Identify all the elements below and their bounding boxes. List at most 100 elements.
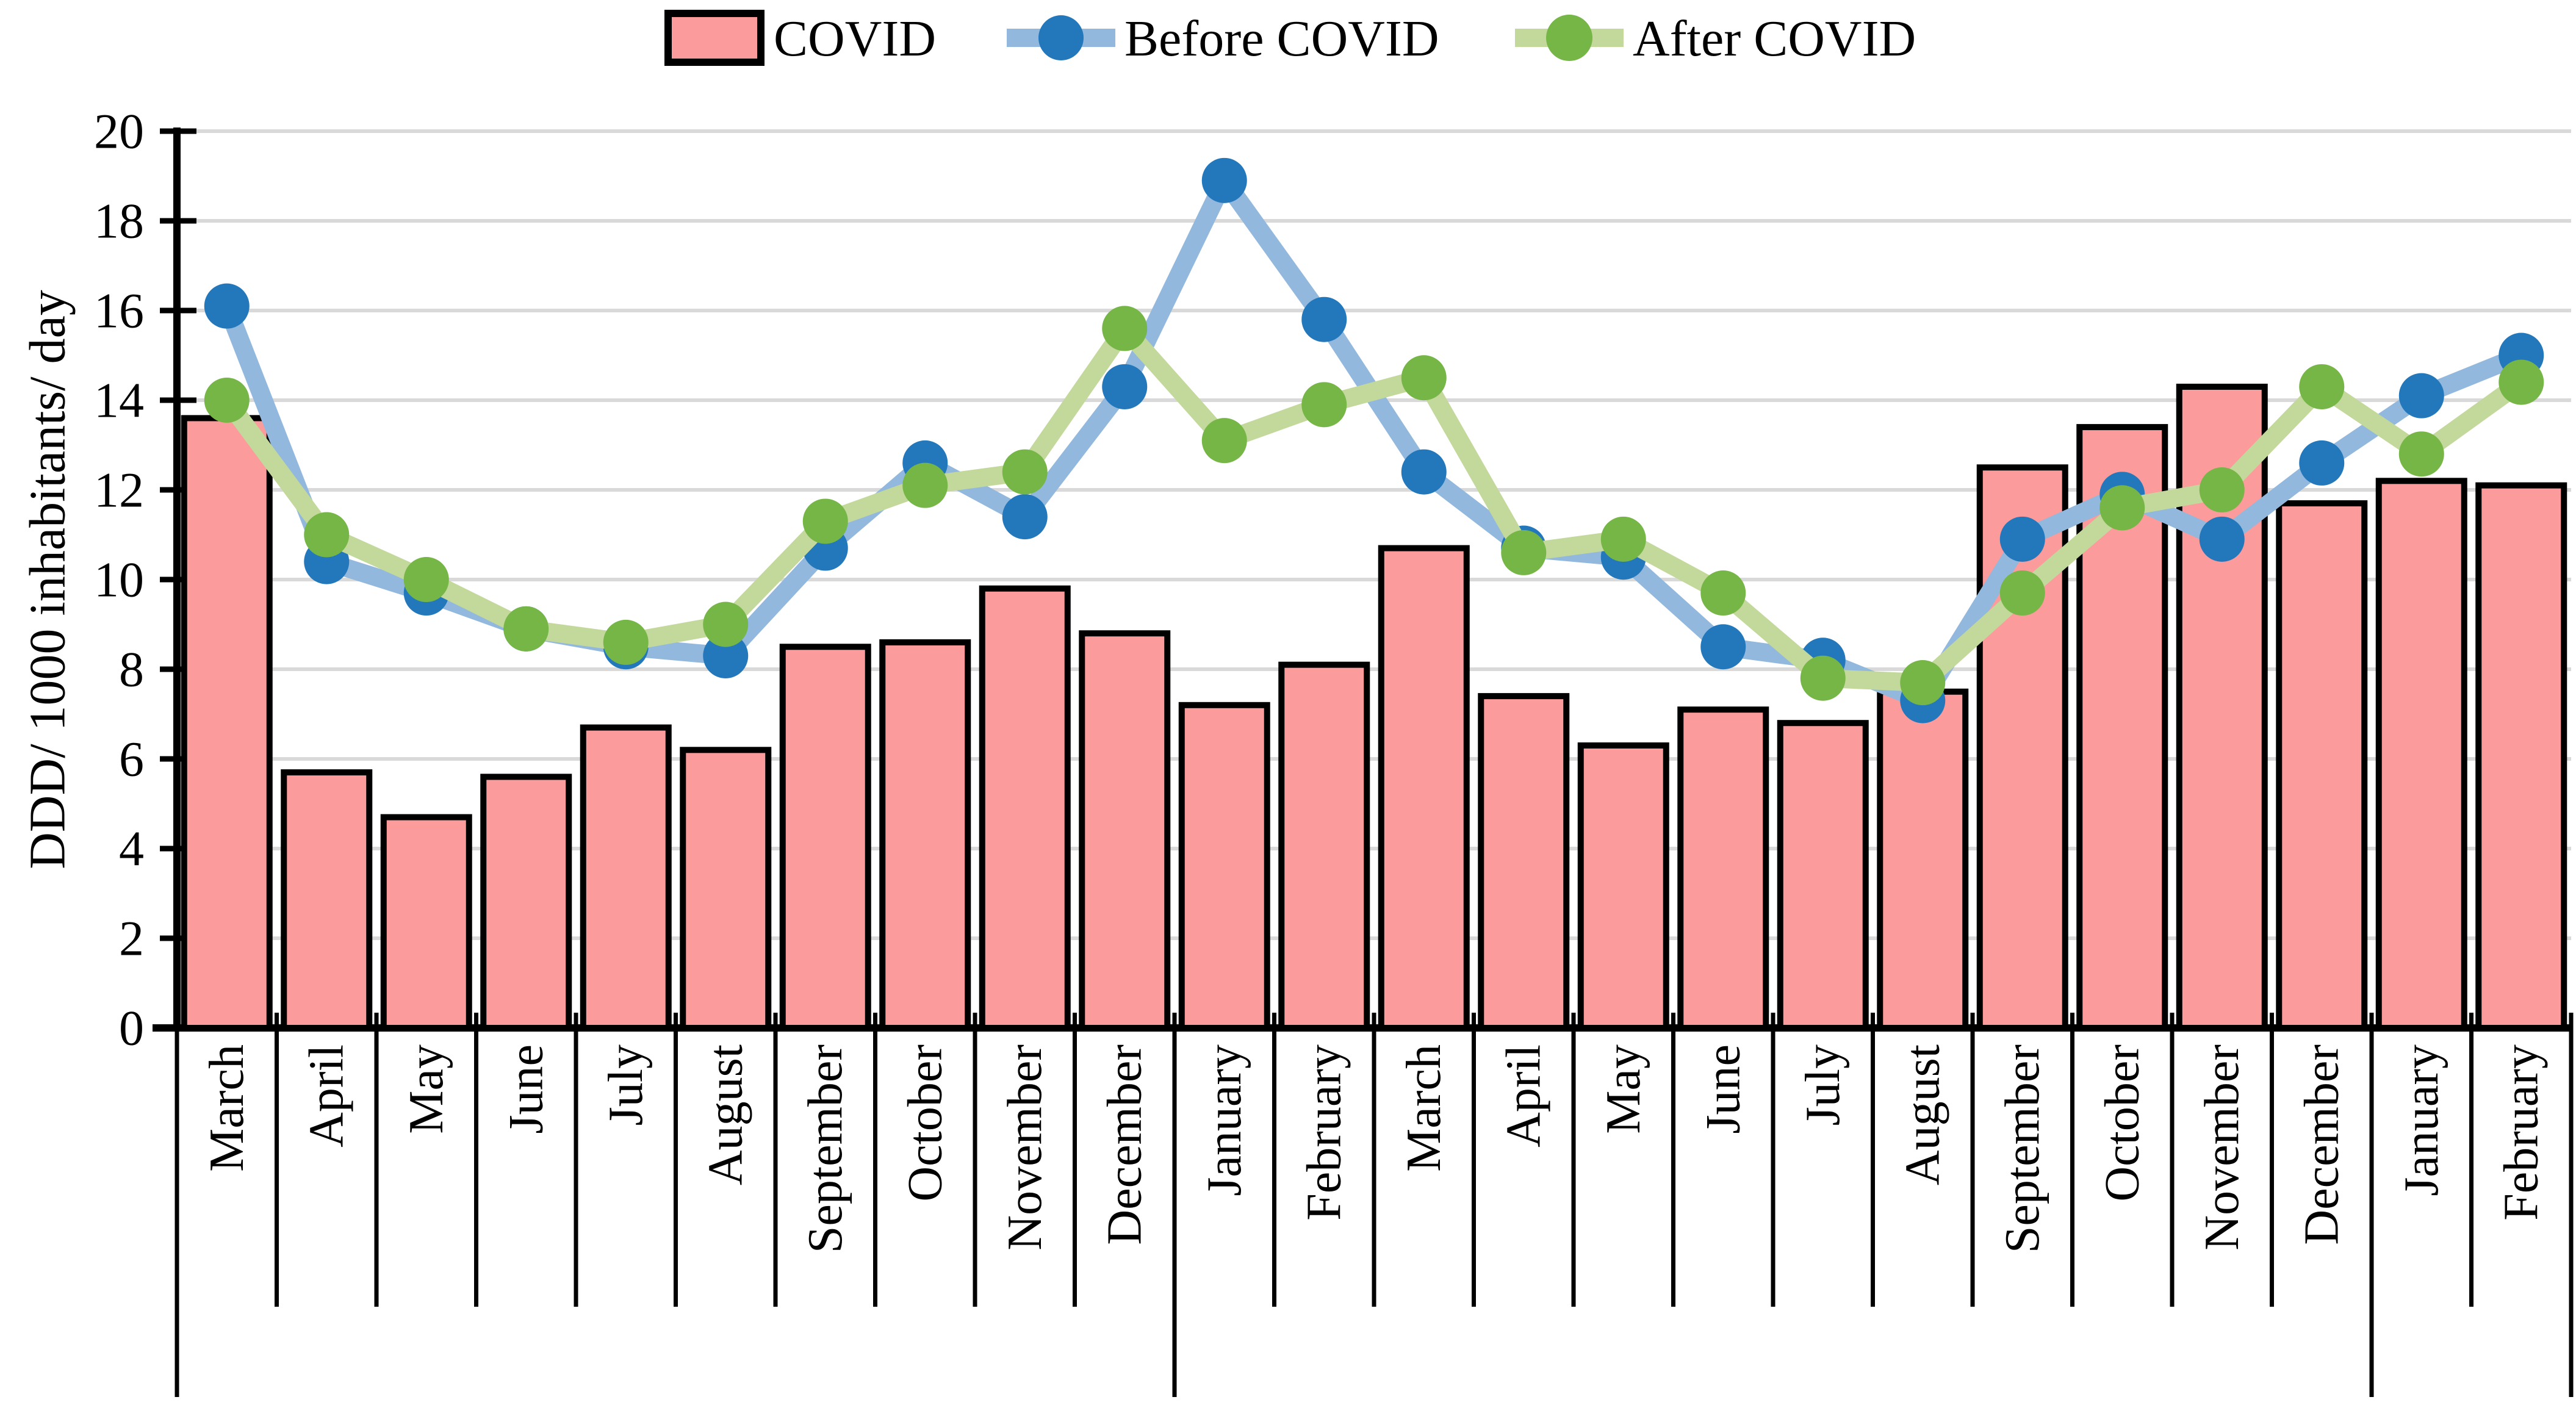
after-covid-marker-13	[1501, 530, 1547, 575]
x-label-april-1: April	[300, 1044, 353, 1148]
after-covid-marker-14	[1600, 516, 1646, 562]
y-tick-label: 16	[94, 283, 144, 339]
after-covid-marker-10	[1201, 418, 1247, 464]
after-covid-marker-23	[2499, 359, 2544, 405]
legend-item-before-covid: Before COVID	[1007, 10, 1439, 67]
bar-may-2	[380, 814, 472, 1032]
bar-december-9	[1079, 630, 1171, 1031]
before-covid-marker-21	[2299, 440, 2345, 486]
y-tick-label: 8	[119, 642, 144, 697]
after-covid-marker-1	[304, 512, 350, 558]
after-covid-marker-17	[1900, 660, 1946, 706]
month-separators	[174, 1013, 2574, 1397]
legend-label-covid: COVID	[774, 10, 936, 67]
before-covid-marker-20	[2199, 516, 2245, 562]
x-label-may-2: May	[400, 1044, 453, 1134]
after-covid-marker-4	[603, 619, 649, 665]
after-covid-marker-7	[902, 462, 948, 508]
bar-december-21	[2276, 500, 2368, 1031]
legend-label-before-covid: Before COVID	[1124, 10, 1439, 67]
after-covid-marker-12	[1401, 355, 1447, 401]
after-covid-marker-15	[1700, 570, 1746, 616]
after-covid-marker-2	[403, 557, 449, 602]
bar-march-0	[181, 415, 273, 1031]
bar-january-10	[1178, 702, 1270, 1032]
after-covid-marker-11	[1301, 382, 1347, 428]
bar-august-5	[680, 747, 772, 1032]
x-label-september-6: September	[799, 1044, 852, 1253]
bar-june-3	[480, 774, 572, 1032]
bar-june-15	[1677, 706, 1769, 1031]
x-label-january-10: January	[1198, 1044, 1251, 1196]
after-covid-line-series	[204, 306, 2544, 706]
after-covid-marker-16	[1800, 655, 1846, 701]
before-covid-marker-22	[2398, 373, 2444, 418]
before-covid-marker-10	[1201, 157, 1247, 203]
before-covid-marker-15	[1700, 624, 1746, 670]
after-covid-marker-icon	[1546, 15, 1592, 61]
after-covid-marker-5	[703, 602, 749, 647]
bar-february-11	[1278, 661, 1370, 1031]
legend-item-covid: COVID	[664, 10, 936, 67]
x-label-january-22: January	[2395, 1044, 2448, 1196]
bar-january-22	[2375, 478, 2467, 1031]
gridlines	[177, 129, 2571, 940]
x-label-november-8: November	[998, 1044, 1052, 1251]
x-label-february-23: February	[2494, 1044, 2548, 1221]
bar-july-16	[1777, 720, 1869, 1031]
bar-march-12	[1378, 545, 1470, 1031]
bar-september-6	[779, 644, 871, 1031]
bar-november-8	[979, 585, 1071, 1031]
y-tick-label: 14	[94, 373, 144, 428]
bar-april-1	[281, 769, 373, 1032]
y-tick-label: 2	[119, 911, 144, 966]
after-covid-marker-9	[1102, 306, 1148, 351]
x-label-december-9: December	[1098, 1044, 1151, 1245]
after-covid-marker-21	[2299, 364, 2345, 409]
legend-item-after-covid: After COVID	[1515, 10, 1916, 67]
x-label-march-0: March	[200, 1044, 254, 1172]
after-covid-marker-8	[1002, 449, 1048, 495]
before-covid-marker-12	[1401, 449, 1447, 495]
x-label-march-12: March	[1397, 1044, 1451, 1172]
before-covid-marker-11	[1301, 296, 1347, 342]
x-label-june-3: June	[499, 1044, 553, 1134]
x-category-labels: March April May June July August September Octo…	[200, 1044, 2549, 1253]
x-label-october-7: October	[898, 1044, 952, 1202]
y-tick-label: 18	[94, 193, 144, 249]
before-covid-marker-5	[703, 633, 749, 678]
before-covid-marker-9	[1102, 364, 1148, 409]
y-tick-label: 20	[94, 104, 144, 159]
bar-october-7	[879, 639, 971, 1031]
x-label-july-4: July	[599, 1044, 653, 1126]
bar-july-4	[580, 724, 672, 1032]
y-tick-label: 10	[94, 552, 144, 608]
x-label-february-11: February	[1297, 1044, 1351, 1221]
y-axis-title: DDD/ 1000 inhabitants/ day	[20, 290, 76, 869]
bar-may-14	[1577, 742, 1669, 1031]
x-label-july-16: July	[1796, 1044, 1850, 1126]
x-label-april-13: April	[1497, 1044, 1550, 1148]
legend-label-after-covid: After COVID	[1633, 10, 1916, 67]
covid-bar-swatch-icon	[664, 10, 765, 66]
before-covid-marker-icon	[1038, 15, 1084, 60]
before-covid-marker-8	[1002, 494, 1048, 540]
bar-april-13	[1478, 693, 1570, 1031]
x-label-september-18: September	[1996, 1044, 2049, 1253]
x-label-october-19: October	[2095, 1044, 2149, 1202]
after-covid-marker-19	[2099, 485, 2145, 531]
after-covid-marker-20	[2199, 467, 2245, 512]
legend: COVID Before COVID After COVID	[664, 10, 1916, 67]
bar-february-23	[2475, 482, 2567, 1031]
x-label-may-14: May	[1597, 1044, 1650, 1134]
bar-august-17	[1877, 688, 1969, 1031]
after-covid-marker-0	[204, 378, 250, 423]
y-tick-label: 0	[119, 1000, 144, 1056]
x-label-november-20: November	[2195, 1044, 2249, 1251]
y-tick-labels: 0 2 4 6 8 10 12 14 16 18 20	[94, 104, 144, 1056]
after-covid-marker-6	[802, 498, 848, 544]
before-covid-marker-18	[1999, 516, 2045, 562]
covid-bars-series	[181, 383, 2567, 1032]
y-tick-label: 6	[119, 731, 144, 787]
